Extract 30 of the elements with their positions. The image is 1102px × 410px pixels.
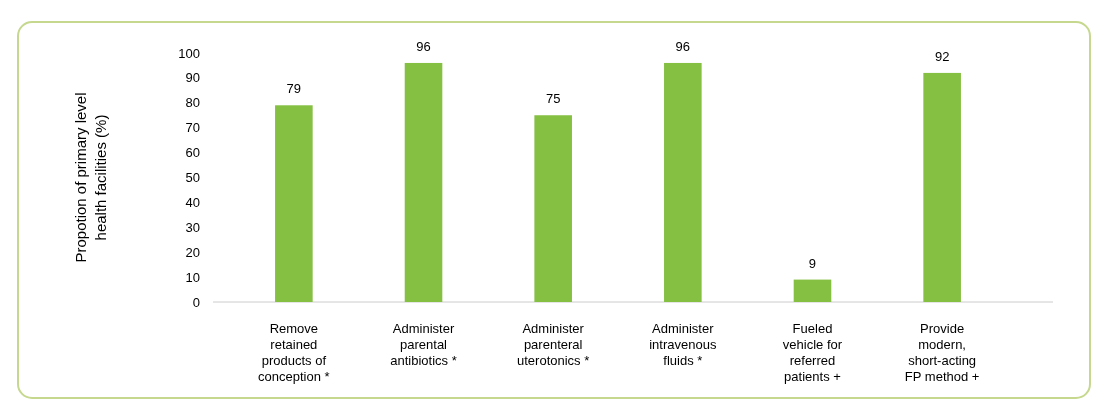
data-label: 79 bbox=[286, 81, 302, 97]
x-tick-label: Administer intravenous fluids * bbox=[649, 321, 717, 368]
bar bbox=[923, 72, 961, 302]
y-tick-label: 30 bbox=[185, 219, 200, 235]
y-tick-label: 90 bbox=[185, 70, 200, 86]
y-tick-label: 60 bbox=[185, 145, 200, 161]
bar bbox=[793, 279, 832, 302]
y-tick-label: 20 bbox=[185, 244, 200, 260]
data-label: 9 bbox=[808, 255, 817, 271]
y-tick-label: 100 bbox=[178, 45, 200, 61]
bar bbox=[404, 62, 443, 302]
y-tick-label: 10 bbox=[185, 269, 200, 285]
x-tick-label: Administer parenteral uterotonics * bbox=[517, 321, 590, 368]
x-tick-label: Administer parental antibiotics * bbox=[390, 321, 457, 368]
x-tick-label: Remove retained products of conception * bbox=[258, 321, 330, 384]
y-tick-label: 40 bbox=[185, 194, 200, 210]
x-tick-label: Provide modern, short-acting FP method + bbox=[904, 321, 980, 384]
y-tick-label: 50 bbox=[185, 170, 200, 186]
bar bbox=[275, 105, 313, 302]
data-label: 75 bbox=[545, 91, 561, 107]
y-tick-label: 80 bbox=[185, 95, 200, 111]
x-tick-label: Fueled vehicle for referred patients + bbox=[782, 321, 843, 384]
y-tick-label: 0 bbox=[192, 294, 200, 310]
bar bbox=[534, 115, 572, 302]
data-label: 96 bbox=[675, 38, 691, 54]
data-label: 96 bbox=[416, 38, 431, 54]
y-axis-title: Propotion of primary level health facilities (%) bbox=[72, 92, 109, 263]
data-label: 92 bbox=[934, 48, 950, 64]
bar bbox=[664, 62, 702, 302]
y-tick-label: 70 bbox=[185, 120, 200, 136]
